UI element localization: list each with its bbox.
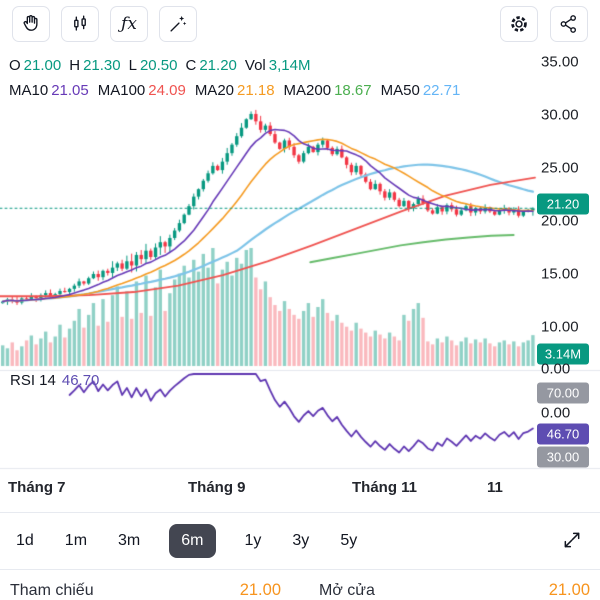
- expand-icon: [562, 532, 582, 553]
- ohlc-label: Vol: [244, 57, 266, 74]
- ma-value: 18.67: [334, 82, 372, 99]
- rsi-value: 46.70: [61, 372, 100, 389]
- share-button[interactable]: [550, 6, 588, 42]
- magic-wand-icon: [167, 13, 189, 35]
- ohlc-value: 3,14M: [268, 57, 311, 74]
- time-axis-label: Tháng 7: [8, 479, 66, 496]
- rsi-readout: RSI 14 46.70: [10, 372, 99, 389]
- reference-price-label: Tham chiếu: [10, 581, 94, 599]
- open-price-cell: Mở cửa 21.00: [319, 581, 590, 600]
- ma-pair: MA100 24.09: [98, 82, 186, 99]
- timeframe-6m[interactable]: 6m: [169, 524, 216, 558]
- ma-pair: MA20 21.18: [195, 82, 275, 99]
- open-price-label: Mở cửa: [319, 581, 375, 599]
- open-price-value: 21.00: [548, 581, 590, 599]
- magic-wand-button[interactable]: [159, 6, 197, 42]
- ma-pair: MA200 18.67: [284, 82, 372, 99]
- ma-value: 21.18: [237, 82, 275, 99]
- ohlc-pair: H 21.30: [69, 57, 120, 74]
- pan-tool-button[interactable]: [12, 6, 50, 42]
- ohlc-pair: O 21.00: [9, 57, 61, 74]
- indicators-button[interactable]: [61, 6, 99, 42]
- reference-price-value: 21.00: [239, 581, 281, 599]
- ma-label: MA10: [9, 82, 49, 99]
- time-axis-label: Tháng 11: [352, 479, 418, 496]
- share-icon: [558, 13, 580, 35]
- gear-icon: [508, 13, 530, 35]
- timeframe-list: 1d 1m 3m 6m 1y 3y 5y: [14, 524, 359, 558]
- toolbar: ƒx: [0, 0, 600, 48]
- timeframe-1y[interactable]: 1y: [243, 524, 264, 558]
- toolbar-left-group: ƒx: [12, 6, 197, 42]
- ohlc-label: C: [185, 57, 197, 74]
- ma-pair: MA50 22.71: [381, 82, 461, 99]
- ma-label: MA50: [380, 82, 420, 99]
- ma-value: 21.05: [51, 82, 89, 99]
- timeframe-selector: 1d 1m 3m 6m 1y 3y 5y: [0, 512, 600, 570]
- ma-readout: MA10 21.05 MA100 24.09 MA20 21.18 MA200 18.67 MA…: [9, 82, 460, 99]
- rsi-title: RSI 14: [10, 372, 56, 389]
- reference-price-cell: Tham chiếu 21.00: [10, 581, 281, 600]
- timeframe-3y[interactable]: 3y: [290, 524, 311, 558]
- toolbar-right-group: [500, 6, 588, 42]
- time-axis-label: Tháng 9: [188, 479, 246, 496]
- ma-label: MA200: [283, 82, 332, 99]
- ohlc-value: 21.00: [23, 57, 62, 74]
- ohlc-value: 20.50: [139, 57, 178, 74]
- hand-icon: [20, 13, 42, 35]
- ohlc-readout: O 21.00 H 21.30 L 20.50 C 21.20 Vol 3,14M: [9, 57, 310, 74]
- ma-value: 24.09: [148, 82, 186, 99]
- timeframe-3m[interactable]: 3m: [116, 524, 142, 558]
- ohlc-label: O: [9, 57, 21, 74]
- ma-label: MA100: [97, 82, 146, 99]
- function-button[interactable]: ƒx: [110, 6, 148, 42]
- timeframe-1d[interactable]: 1d: [14, 524, 36, 558]
- timeframe-1m[interactable]: 1m: [63, 524, 89, 558]
- ohlc-label: H: [69, 57, 81, 74]
- ma-pair: MA10 21.05: [9, 82, 89, 99]
- time-axis-label: 11: [487, 479, 503, 496]
- fx-icon: ƒx: [121, 14, 137, 34]
- settings-button[interactable]: [500, 6, 538, 42]
- indicators-icon: [69, 13, 91, 35]
- ohlc-value: 21.30: [83, 57, 121, 74]
- ohlc-pair: Vol 3,14M: [245, 57, 311, 74]
- timeframe-5y[interactable]: 5y: [338, 524, 359, 558]
- ma-value: 22.71: [422, 82, 461, 99]
- ma-label: MA20: [194, 82, 234, 99]
- quote-info-row: Tham chiếu 21.00 Mở cửa 21.00: [0, 572, 600, 600]
- price-chart[interactable]: [0, 48, 600, 473]
- ohlc-label: L: [128, 57, 137, 74]
- fullscreen-button[interactable]: [558, 526, 586, 557]
- ohlc-pair: L 20.50: [129, 57, 178, 74]
- ohlc-pair: C 21.20: [186, 57, 237, 74]
- ohlc-value: 21.20: [199, 57, 237, 74]
